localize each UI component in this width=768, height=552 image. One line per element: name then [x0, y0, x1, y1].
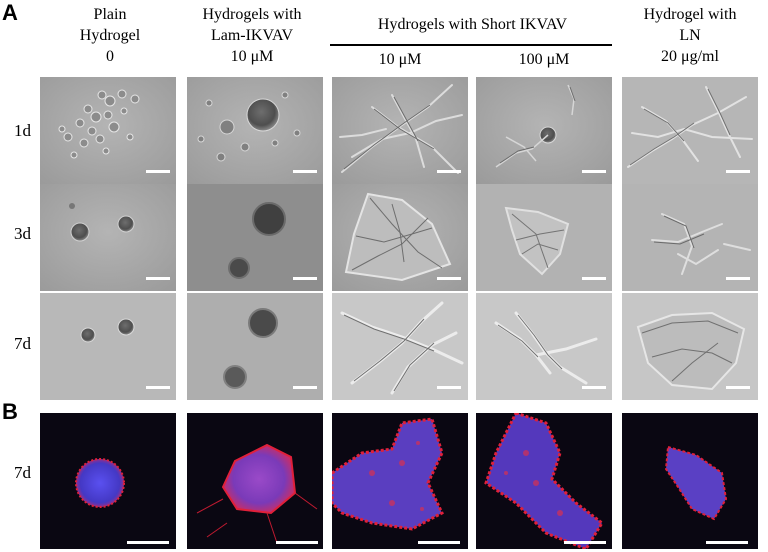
- column-header-line1: Hydrogels with: [202, 6, 302, 23]
- column-header-short-100: 100 μM: [518, 51, 570, 68]
- fluorescence-short-10-7d: [332, 413, 468, 549]
- scale-bar: [582, 277, 606, 280]
- micrograph-laminin-3d: [622, 184, 758, 291]
- scale-bar: [582, 386, 606, 389]
- column-header-concentration: 20 μg/ml: [661, 48, 719, 65]
- scale-bar: [726, 386, 750, 389]
- fluorescence-laminin-7d: [622, 413, 758, 549]
- scale-bar: [418, 541, 460, 544]
- panel-label-a: A: [2, 0, 18, 25]
- column-header-line1: Hydrogel with: [643, 6, 737, 23]
- fluorescence-short-100-7d: [476, 413, 612, 549]
- scale-bar: [726, 170, 750, 173]
- scale-bar: [293, 170, 317, 173]
- scale-bar: [437, 277, 461, 280]
- group-header-rule: [330, 44, 612, 46]
- scale-bar: [582, 170, 606, 173]
- scale-bar: [564, 541, 606, 544]
- micrograph-laminin-7d: [622, 293, 758, 400]
- micrograph-short-10-3d: [332, 184, 468, 291]
- fluorescence-lam-ikvav-7d: [187, 413, 323, 549]
- scale-bar: [146, 170, 170, 173]
- scale-bar: [293, 386, 317, 389]
- row-label-b-7d: 7d: [14, 463, 31, 482]
- micrograph-short-100-3d: [476, 184, 612, 291]
- micrograph-short-10-7d: [332, 293, 468, 400]
- micrograph-short-100-1d: [476, 77, 612, 184]
- panel-label-b: B: [2, 399, 18, 424]
- micrograph-plain-7d: [40, 293, 176, 400]
- column-header-line2: Hydrogel: [79, 27, 141, 44]
- fluorescence-plain-7d: [40, 413, 176, 549]
- column-header-laminin: Hydrogel with LN 20 μg/ml: [620, 4, 760, 67]
- micrograph-plain-1d: [40, 77, 176, 184]
- column-header-line1: Plain: [93, 6, 127, 23]
- scale-bar: [146, 277, 170, 280]
- column-header-short-10: 10 μM: [378, 51, 422, 68]
- scale-bar: [437, 386, 461, 389]
- column-header-plain: Plain Hydrogel 0: [40, 4, 180, 67]
- column-header-line2: LN: [679, 27, 701, 44]
- micrograph-plain-3d: [40, 184, 176, 291]
- scale-bar: [293, 277, 317, 280]
- row-label-7d: 7d: [14, 334, 31, 353]
- group-header-short-ikvav: Hydrogels with Short IKVAV: [377, 16, 568, 33]
- micrograph-laminin-1d: [622, 77, 758, 184]
- micrograph-lam-ikvav-1d: [187, 77, 323, 184]
- scale-bar: [437, 170, 461, 173]
- scale-bar: [706, 541, 748, 544]
- micrograph-short-100-7d: [476, 293, 612, 400]
- micrograph-lam-ikvav-7d: [187, 293, 323, 400]
- scale-bar: [146, 386, 170, 389]
- scale-bar: [276, 541, 318, 544]
- scale-bar: [726, 277, 750, 280]
- row-label-3d: 3d: [14, 224, 31, 243]
- row-label-1d: 1d: [14, 121, 31, 140]
- column-header-lam-ikvav: Hydrogels with Lam-IKVAV 10 μM: [182, 4, 322, 67]
- micrograph-short-10-1d: [332, 77, 468, 184]
- scale-bar: [127, 541, 169, 544]
- column-header-concentration: 0: [106, 48, 114, 65]
- column-header-line2: Lam-IKVAV: [210, 27, 294, 44]
- micrograph-lam-ikvav-3d: [187, 184, 323, 291]
- column-header-concentration: 10 μM: [230, 48, 274, 65]
